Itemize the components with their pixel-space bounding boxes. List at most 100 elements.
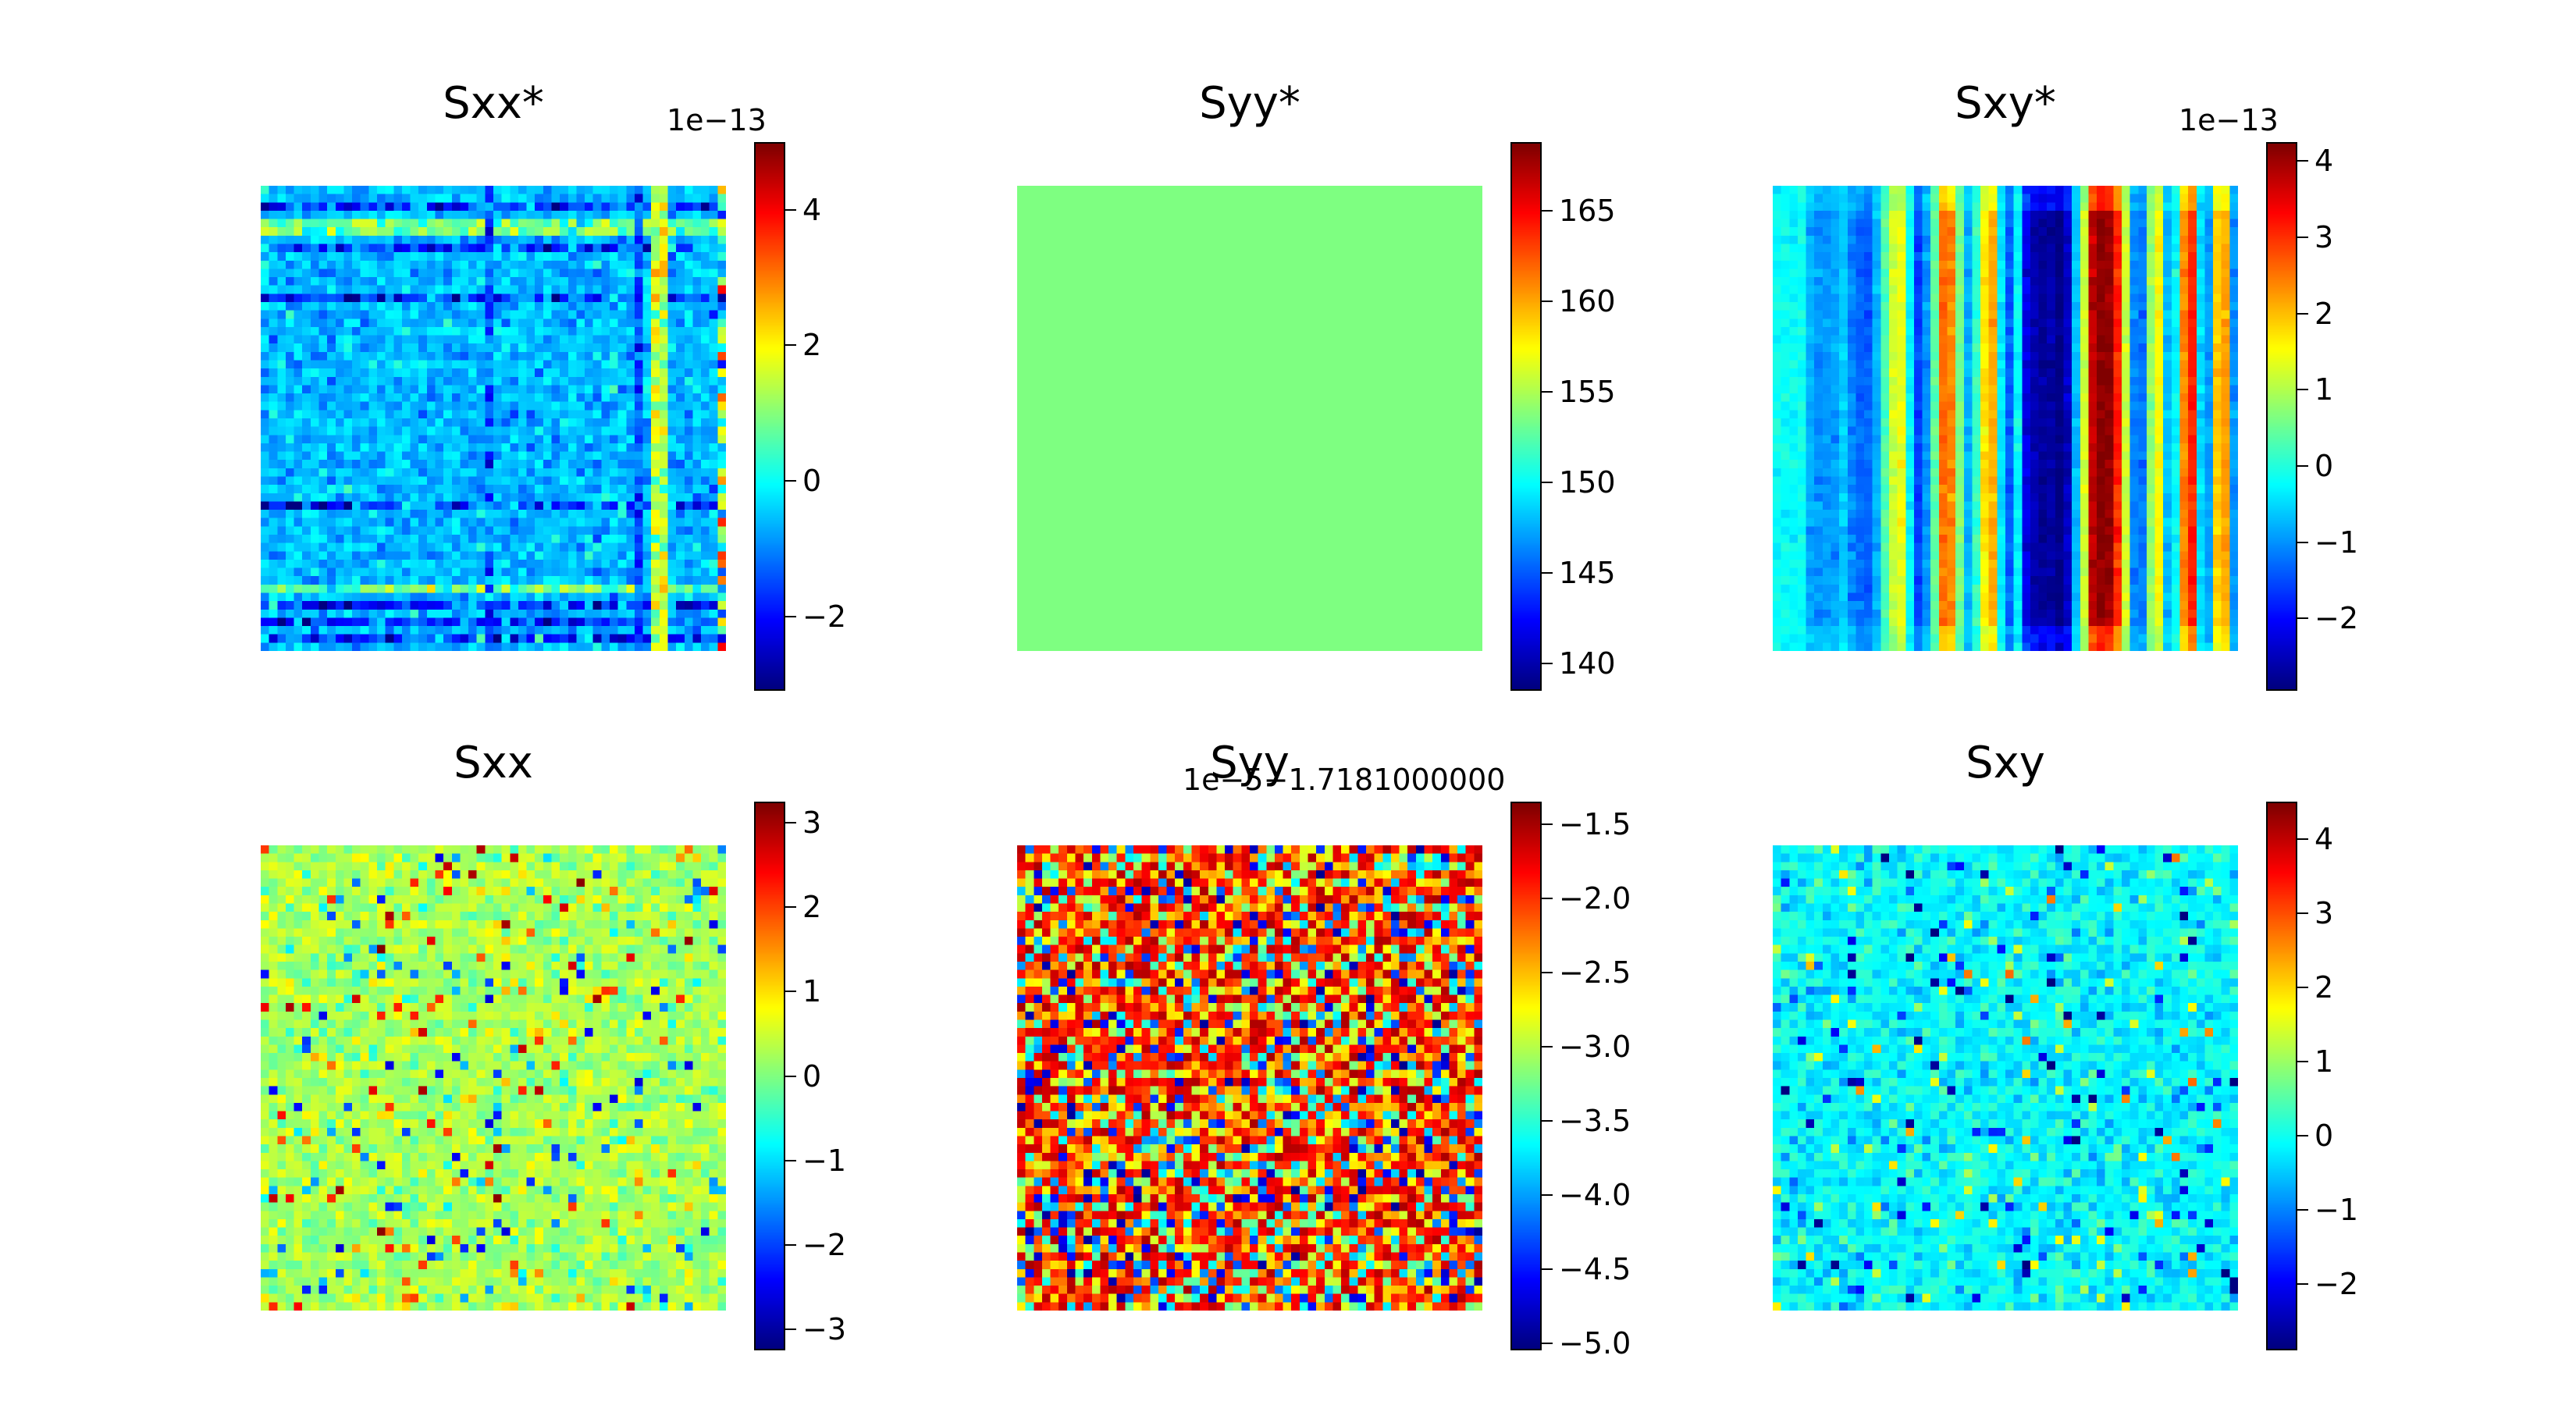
panel-title: Sxx <box>454 738 533 788</box>
colorbar-tick <box>2297 389 2308 391</box>
colorbar-tick-label: 3 <box>2314 220 2334 255</box>
colorbar-tick-label: 1 <box>2314 372 2334 407</box>
colorbar-tick-label: 0 <box>802 463 822 498</box>
colorbar-tick <box>1542 1342 1553 1344</box>
colorbar-tick <box>1542 897 1553 899</box>
heatmap-image <box>261 186 726 651</box>
colorbar-tick <box>1542 663 1553 665</box>
colorbar-tick-label: −1 <box>2314 525 2359 560</box>
colorbar-tick-label: 145 <box>1559 556 1616 591</box>
colorbar-tick <box>785 1075 796 1077</box>
colorbar-tick-label: 160 <box>1559 284 1616 319</box>
colorbar-tick-label: 1 <box>2314 1044 2334 1079</box>
colorbar-tick-label: 3 <box>2314 895 2334 930</box>
colorbar-tick <box>2297 986 2308 988</box>
colorbar-tick <box>1542 1268 1553 1270</box>
colorbar-tick <box>1542 391 1553 393</box>
panel-title: Sxy <box>1966 738 2045 788</box>
colorbar-tick <box>785 479 796 482</box>
colorbar-tick-label: 1 <box>802 974 822 1009</box>
colorbar-tick <box>2297 1208 2308 1211</box>
colorbar <box>1510 802 1542 1350</box>
colorbar <box>754 802 785 1350</box>
colorbar-tick <box>1542 572 1553 574</box>
colorbar-tick <box>2297 1134 2308 1136</box>
colorbar-tick <box>2297 464 2308 467</box>
colorbar-tick <box>1542 1193 1553 1196</box>
colorbar-offset-label: 1e−5−1.7181000000 <box>1183 763 1506 797</box>
colorbar-tick-label: 2 <box>802 328 822 363</box>
colorbar-tick <box>785 906 796 909</box>
colorbar <box>1510 142 1542 691</box>
colorbar-tick <box>1542 210 1553 212</box>
colorbar-tick-label: 140 <box>1559 646 1616 681</box>
colorbar-tick-label: −2.0 <box>1559 880 1631 916</box>
colorbar-tick <box>2297 160 2308 162</box>
heatmap-image <box>1017 845 1482 1311</box>
colorbar-tick <box>2297 1060 2308 1062</box>
colorbar-tick-label: −3.0 <box>1559 1029 1631 1064</box>
colorbar-tick-label: −2 <box>2314 1266 2359 1301</box>
colorbar-tick <box>1542 971 1553 973</box>
colorbar-tick-label: −2 <box>2314 601 2359 636</box>
colorbar-tick-label: −1 <box>2314 1192 2359 1227</box>
colorbar-tick-label: −2.5 <box>1559 955 1631 990</box>
colorbar-tick <box>2297 617 2308 620</box>
colorbar-tick-label: 2 <box>2314 296 2334 331</box>
colorbar-tick-label: 0 <box>2314 448 2334 483</box>
colorbar-tick-label: 2 <box>802 890 822 925</box>
colorbar-tick-label: 3 <box>802 806 822 841</box>
colorbar-tick <box>2297 312 2308 315</box>
colorbar-tick <box>1542 1119 1553 1122</box>
colorbar-tick-label: 0 <box>802 1058 822 1094</box>
panel-title: Sxy* <box>1955 78 2056 129</box>
heatmap-image <box>1773 186 2238 651</box>
colorbar-tick-label: −1.5 <box>1559 806 1631 841</box>
colorbar <box>2266 802 2297 1350</box>
colorbar-tick <box>2297 237 2308 239</box>
colorbar-tick-label: −2 <box>802 1227 847 1262</box>
heatmap-image <box>261 845 726 1311</box>
colorbar-tick <box>2297 838 2308 840</box>
colorbar-tick <box>785 208 796 211</box>
colorbar-tick-label: 4 <box>2314 821 2334 856</box>
colorbar-tick-label: 165 <box>1559 194 1616 229</box>
colorbar-tick-label: 4 <box>802 192 822 227</box>
colorbar-tick-label: 150 <box>1559 465 1616 500</box>
panel-title: Sxx* <box>443 78 544 129</box>
colorbar-tick-label: −2 <box>802 599 847 634</box>
colorbar <box>2266 142 2297 691</box>
colorbar-tick <box>785 1328 796 1330</box>
panel-title: Syy* <box>1199 78 1300 129</box>
colorbar-tick <box>2297 541 2308 543</box>
colorbar-offset-label: 1e−13 <box>667 103 767 137</box>
colorbar-tick-label: −3.5 <box>1559 1103 1631 1138</box>
colorbar-tick-label: −4.5 <box>1559 1251 1631 1286</box>
colorbar-tick <box>1542 301 1553 303</box>
colorbar-tick-label: −3 <box>802 1311 847 1346</box>
colorbar-tick <box>1542 482 1553 484</box>
colorbar-tick <box>785 991 796 993</box>
colorbar-tick <box>2297 1282 2308 1285</box>
heatmap-image <box>1773 845 2238 1311</box>
colorbar <box>754 142 785 691</box>
colorbar-tick-label: 155 <box>1559 375 1616 410</box>
colorbar-tick <box>785 344 796 347</box>
colorbar-offset-label: 1e−13 <box>2179 103 2279 137</box>
colorbar-tick-label: −5.0 <box>1559 1325 1631 1361</box>
colorbar-tick <box>785 615 796 617</box>
heatmap-image <box>1017 186 1482 651</box>
colorbar-tick <box>785 822 796 824</box>
colorbar-tick <box>785 1243 796 1246</box>
colorbar-tick-label: 2 <box>2314 969 2334 1005</box>
colorbar-tick <box>785 1159 796 1161</box>
colorbar-tick-label: 4 <box>2314 144 2334 179</box>
colorbar-tick-label: −1 <box>802 1143 847 1178</box>
colorbar-tick <box>2297 912 2308 914</box>
colorbar-tick-label: 0 <box>2314 1118 2334 1153</box>
colorbar-tick <box>1542 823 1553 825</box>
colorbar-tick-label: −4.0 <box>1559 1177 1631 1212</box>
colorbar-tick <box>1542 1045 1553 1048</box>
panel-title: Syy <box>1210 738 1290 788</box>
